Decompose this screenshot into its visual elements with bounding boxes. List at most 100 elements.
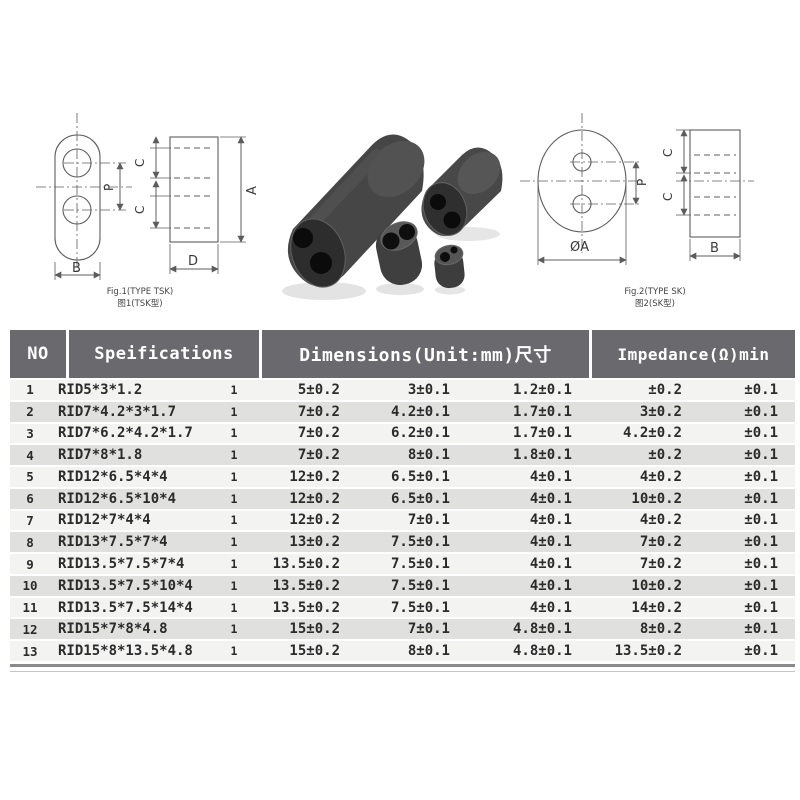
cell-dim-b: 8±0.1 bbox=[407, 643, 450, 660]
fig1-pitch-label: P bbox=[102, 184, 116, 191]
cell-qty: 1 bbox=[230, 448, 238, 463]
table-row: 5 RID12*6.5*4*4 1 12±0.2 6.5±0.1 4±0.1 4… bbox=[10, 467, 795, 489]
cell-row-number: 6 bbox=[26, 491, 34, 507]
cell-dim-b: 6.5±0.1 bbox=[390, 490, 450, 507]
fig1-caption-cn: 图1(TSK型) bbox=[117, 299, 163, 309]
table-row: 1 RID5*3*1.2 1 5±0.2 3±0.1 1.2±0.1 ±0.2 … bbox=[10, 380, 795, 402]
cell-dim-c: 4±0.1 bbox=[529, 599, 572, 616]
fig2-c-top-label: C bbox=[661, 149, 675, 157]
table-row: 9 RID13.5*7.5*7*4 1 13.5±0.2 7.5±0.1 4±0… bbox=[10, 554, 795, 576]
table-row: 8 RID13*7.5*7*4 1 13±0.2 7.5±0.1 4±0.1 7… bbox=[10, 532, 795, 555]
cell-qty: 1 bbox=[230, 469, 238, 484]
cell-spec: RID7*8*1.8 bbox=[58, 447, 143, 464]
cell-dim-b: 7±0.1 bbox=[407, 512, 450, 529]
cell-qty: 1 bbox=[230, 426, 238, 441]
cell-impedance-2: ±0.1 bbox=[744, 621, 778, 638]
fig1-side-view: C C A D bbox=[133, 136, 260, 274]
cell-impedance-2: ±0.1 bbox=[744, 534, 778, 551]
cell-impedance-2: ±0.1 bbox=[744, 381, 778, 398]
cell-impedance-1: 3±0.2 bbox=[639, 403, 682, 420]
header-no: NO bbox=[10, 330, 69, 378]
table-row: 2 RID7*4.2*3*1.7 1 7±0.2 4.2±0.1 1.7±0.1… bbox=[10, 401, 795, 424]
cell-dim-c: 1.7±0.1 bbox=[512, 425, 572, 442]
cell-impedance-2: ±0.1 bbox=[744, 490, 778, 507]
table-row: 12 RID15*7*8*4.8 1 15±0.2 7±0.1 4.8±0.1 … bbox=[10, 619, 795, 642]
cell-spec: RID13*7.5*7*4 bbox=[58, 534, 168, 551]
cell-impedance-1: 13.5±0.2 bbox=[614, 643, 682, 660]
spec-table-header: NO Speifications Dimensions(Unit:mm)尺寸 I… bbox=[10, 330, 795, 378]
fig2-c-bottom-label: C bbox=[661, 193, 675, 201]
header-impedance: Impedance(Ω)min bbox=[592, 330, 795, 378]
cell-row-number: 4 bbox=[26, 447, 34, 463]
cell-qty: 1 bbox=[230, 491, 238, 506]
cell-qty: 1 bbox=[230, 622, 238, 637]
table-row: 10 RID13.5*7.5*10*4 1 13.5±0.2 7.5±0.1 4… bbox=[10, 575, 795, 598]
cell-impedance-2: ±0.1 bbox=[744, 512, 778, 529]
cell-dim-b: 3±0.1 bbox=[407, 381, 450, 398]
cell-spec: RID15*7*8*4.8 bbox=[58, 621, 168, 638]
cell-dim-b: 4.2±0.1 bbox=[390, 403, 450, 420]
cell-dim-a: 15±0.2 bbox=[289, 643, 340, 660]
cell-qty: 1 bbox=[230, 513, 238, 528]
photo-tiny-core bbox=[434, 244, 465, 289]
cell-spec: RID12*7*4*4 bbox=[58, 512, 151, 529]
fig2-caption-cn: 图2(SK型) bbox=[634, 299, 675, 309]
cell-dim-a: 7±0.2 bbox=[297, 403, 340, 420]
cell-dim-b: 7.5±0.1 bbox=[390, 556, 450, 572]
cell-row-number: 3 bbox=[26, 425, 34, 441]
cell-row-number: 7 bbox=[26, 512, 34, 528]
cell-dim-c: 1.2±0.1 bbox=[512, 381, 572, 398]
table-bottom-shadow bbox=[10, 670, 795, 672]
table-row: 3 RID7*6.2*4.2*1.7 1 7±0.2 6.2±0.1 1.7±0… bbox=[10, 423, 795, 446]
fig2-diameter-label: ØA bbox=[570, 240, 589, 255]
fig2-caption-en: Fig.2(TYPE SK) bbox=[624, 287, 686, 297]
table-row: 6 RID12*6.5*10*4 1 12±0.2 6.5±0.1 4±0.1 … bbox=[10, 488, 795, 511]
cell-row-number: 8 bbox=[26, 534, 34, 550]
cell-dim-c: 4±0.1 bbox=[529, 556, 572, 572]
fig1-caption: Fig.1(TYPE TSK) 图1(TSK型) bbox=[65, 286, 215, 310]
cell-dim-c: 4±0.1 bbox=[529, 468, 572, 485]
cell-spec: RID7*6.2*4.2*1.7 bbox=[58, 425, 193, 442]
cell-impedance-2: ±0.1 bbox=[744, 599, 778, 616]
cell-qty: 1 bbox=[230, 644, 238, 659]
photo-small-core bbox=[375, 221, 423, 285]
spec-table: NO Speifications Dimensions(Unit:mm)尺寸 I… bbox=[10, 330, 795, 672]
photo-medium-core bbox=[421, 147, 503, 236]
cell-impedance-1: ±0.2 bbox=[648, 381, 682, 398]
cell-dim-a: 12±0.2 bbox=[289, 512, 340, 529]
cell-impedance-1: 4±0.2 bbox=[639, 512, 682, 529]
cell-row-number: 11 bbox=[22, 600, 38, 616]
cell-spec: RID12*6.5*4*4 bbox=[58, 468, 168, 485]
cell-dim-b: 7±0.1 bbox=[407, 621, 450, 638]
table-bottom-border bbox=[10, 663, 795, 667]
fig2-side-view: C C B bbox=[661, 129, 754, 261]
cell-row-number: 1 bbox=[26, 382, 34, 398]
cell-row-number: 5 bbox=[26, 469, 34, 485]
fig1-height-label: A bbox=[245, 186, 260, 195]
spec-table-body: 1 RID5*3*1.2 1 5±0.2 3±0.1 1.2±0.1 ±0.2 … bbox=[10, 380, 795, 663]
cell-impedance-2: ±0.1 bbox=[744, 468, 778, 485]
cell-dim-a: 15±0.2 bbox=[289, 621, 340, 638]
photo-large-core bbox=[287, 134, 425, 288]
cell-qty: 1 bbox=[230, 557, 238, 571]
fig1-front-view: P B bbox=[36, 113, 132, 280]
fig1-c-top-label: C bbox=[133, 159, 147, 167]
cell-impedance-1: 7±0.2 bbox=[639, 534, 682, 551]
cell-impedance-2: ±0.1 bbox=[744, 643, 778, 660]
cell-impedance-1: 10±0.2 bbox=[631, 490, 682, 507]
cell-impedance-1: 7±0.2 bbox=[639, 556, 682, 572]
cell-dim-c: 4.8±0.1 bbox=[512, 643, 572, 660]
cell-dim-a: 13±0.2 bbox=[289, 534, 340, 551]
fig1-depth-label: D bbox=[188, 254, 198, 269]
cell-impedance-1: 8±0.2 bbox=[639, 621, 682, 638]
fig2-front-view: P ØA bbox=[520, 113, 649, 265]
cell-dim-b: 7.5±0.1 bbox=[390, 577, 450, 594]
cell-dim-c: 4±0.1 bbox=[529, 512, 572, 529]
header-dimensions: Dimensions(Unit:mm)尺寸 bbox=[262, 330, 592, 378]
cell-row-number: 2 bbox=[26, 404, 34, 420]
cell-dim-b: 7.5±0.1 bbox=[390, 534, 450, 551]
fig1-caption-en: Fig.1(TYPE TSK) bbox=[106, 287, 174, 297]
fig2-drawing: P ØA C C B bbox=[520, 113, 754, 265]
cell-impedance-2: ±0.1 bbox=[744, 425, 778, 442]
